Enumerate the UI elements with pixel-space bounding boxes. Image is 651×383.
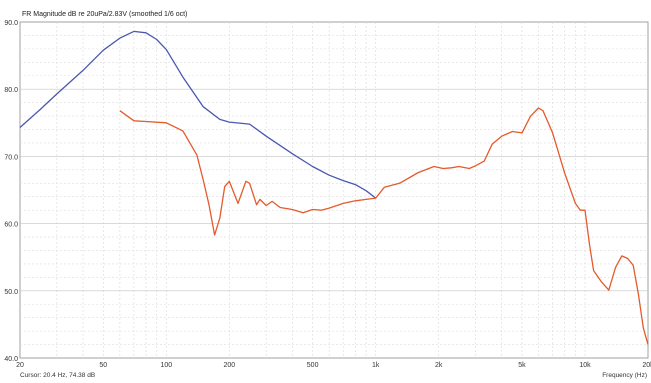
- y-tick-label: 60.0: [4, 222, 18, 229]
- y-tick-label: 70.0: [4, 154, 18, 161]
- plot-area: [19, 21, 649, 359]
- x-tick-label: 10k: [579, 362, 591, 369]
- series-lines: [19, 30, 649, 345]
- x-tick-label: 20k: [642, 362, 651, 369]
- x-axis-label: Frequency (Hz): [602, 372, 647, 379]
- y-tick-label: 80.0: [4, 87, 18, 94]
- x-tick-label: 200: [223, 362, 235, 369]
- x-tick-label: 5k: [518, 362, 526, 369]
- series-line-1: [19, 30, 377, 199]
- y-tick-label: 90.0: [4, 20, 18, 27]
- x-tick-label: 2k: [435, 362, 443, 369]
- x-tick-label: 1k: [372, 362, 380, 369]
- x-tick-label: 500: [307, 362, 319, 369]
- x-tick-label: 100: [160, 362, 172, 369]
- y-tick-labels: 90.0 80.0 70.0 60.0 50.0 40.0: [4, 20, 18, 363]
- cursor-readout: Cursor: 20.4 Hz, 74.38 dB: [20, 372, 95, 379]
- x-tick-labels: 20 50 100 200 500 1k 2k 5k 10k 20k: [16, 362, 651, 369]
- series-line-2: [119, 107, 649, 345]
- x-tick-label: 50: [99, 362, 107, 369]
- x-tick-label: 20: [16, 362, 24, 369]
- y-tick-label: 40.0: [4, 356, 18, 363]
- y-tick-label: 50.0: [4, 289, 18, 296]
- grid: [20, 22, 648, 358]
- chart-title: FR Magnitude dB re 20uPa/2.83V (smoothed…: [22, 11, 187, 18]
